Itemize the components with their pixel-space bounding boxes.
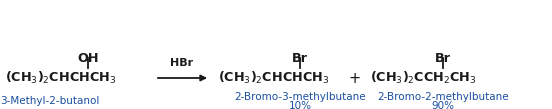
Text: (CH$_3$)$_2$CCH$_2$CH$_3$: (CH$_3$)$_2$CCH$_2$CH$_3$ bbox=[370, 70, 477, 86]
Text: OH: OH bbox=[77, 52, 99, 65]
Text: 3-Methyl-2-butanol: 3-Methyl-2-butanol bbox=[1, 96, 100, 106]
Text: (CH$_3$)$_2$CHCHCH$_3$: (CH$_3$)$_2$CHCHCH$_3$ bbox=[5, 70, 116, 86]
Text: (CH$_3$)$_2$CHCHCH$_3$: (CH$_3$)$_2$CHCHCH$_3$ bbox=[218, 70, 329, 86]
Text: 90%: 90% bbox=[432, 101, 454, 109]
Text: 2-Bromo-2-methylbutane: 2-Bromo-2-methylbutane bbox=[377, 92, 509, 102]
Text: +: + bbox=[349, 71, 361, 85]
Text: 2-Bromo-3-methylbutane: 2-Bromo-3-methylbutane bbox=[234, 92, 366, 102]
Text: 10%: 10% bbox=[289, 101, 311, 109]
Text: Br: Br bbox=[292, 52, 308, 65]
Text: Br: Br bbox=[435, 52, 451, 65]
Text: HBr: HBr bbox=[171, 58, 194, 68]
